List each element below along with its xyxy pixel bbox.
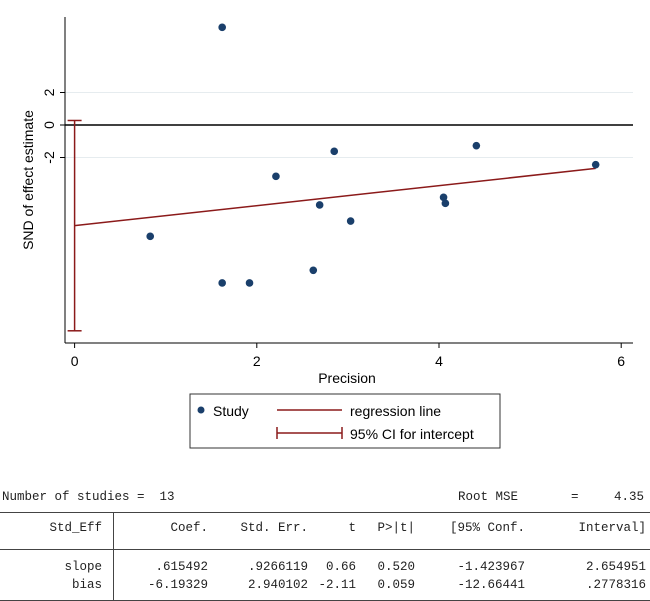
table-row: slope .615492 .9266119 0.66 0.520 -1.423967 2.…	[0, 560, 650, 578]
study-point	[272, 172, 280, 181]
y-axis-title: SND of effect estimate	[20, 110, 36, 250]
regression-line	[74, 167, 596, 227]
legend-study-label: Study	[213, 403, 249, 419]
regression-table: Std_Eff Coef. Std. Err. t P>|t| [95% Conf. Int…	[0, 512, 650, 601]
study-point	[591, 160, 600, 169]
study-point	[346, 217, 355, 225]
number-of-studies: Number of studies = 13	[2, 490, 175, 504]
root-mse-equals: =	[571, 490, 579, 504]
study-point	[218, 23, 226, 32]
table-cell: Interval]	[578, 521, 646, 535]
study-point	[315, 201, 324, 209]
root-mse-value: 4.35	[613, 490, 644, 504]
x-tick-label: 2	[253, 353, 261, 369]
study-point	[245, 279, 254, 287]
y-tick-label: 2	[41, 88, 57, 96]
table-cell: Std_Eff	[49, 521, 102, 535]
study-point	[146, 232, 155, 241]
study-point	[218, 279, 226, 287]
table-cell: 0.66	[325, 560, 356, 574]
x-tick-label: 6	[617, 353, 625, 369]
table-cell: -12.66441	[457, 578, 525, 592]
y-tick-label: 0	[41, 121, 57, 129]
table-cell: 2.654951	[585, 560, 646, 574]
study-point	[309, 266, 318, 275]
legend-study-marker	[197, 406, 205, 414]
table-cell: .615492	[155, 560, 208, 574]
study-point	[441, 199, 450, 208]
legend-ci-label: 95% CI for intercept	[350, 426, 474, 442]
table-cell: P>|t|	[377, 521, 415, 535]
table-cell: t	[348, 521, 356, 535]
legend: Study regression line 95% CI for interce…	[189, 393, 501, 449]
table-cell: 0.059	[377, 578, 415, 592]
table-cell: Coef.	[170, 521, 208, 535]
x-tick-label: 0	[71, 353, 79, 369]
table-cell: bias	[71, 578, 102, 592]
table-cell: slope	[64, 560, 102, 574]
table-cell: -1.423967	[457, 560, 525, 574]
table-cell: -6.19329	[147, 578, 208, 592]
table-cell: [95% Conf.	[449, 521, 525, 535]
legend-regression-label: regression line	[350, 403, 441, 419]
table-cell: .2778316	[585, 578, 646, 592]
x-axis-title: Precision	[318, 370, 376, 386]
legend-ci-marker	[276, 427, 343, 439]
y-tick-label: -2	[41, 151, 57, 164]
table-cell: Std. Err.	[240, 521, 308, 535]
table-cell: 0.520	[377, 560, 415, 574]
study-point	[330, 147, 339, 156]
study-point	[472, 141, 481, 150]
table-cell: 2.940102	[247, 578, 308, 592]
study-point	[439, 193, 448, 202]
root-mse-label: Root MSE	[458, 490, 519, 504]
table-cell: .9266119	[247, 560, 308, 574]
table-header: Std_Eff Coef. Std. Err. t P>|t| [95% Conf. Int…	[0, 521, 650, 539]
table-cell: -2.11	[318, 578, 356, 592]
table-row: bias -6.19329 2.940102 -2.11 0.059 -12.66441.…	[0, 578, 650, 594]
plot-area	[65, 17, 633, 343]
x-tick-label: 4	[435, 353, 443, 369]
